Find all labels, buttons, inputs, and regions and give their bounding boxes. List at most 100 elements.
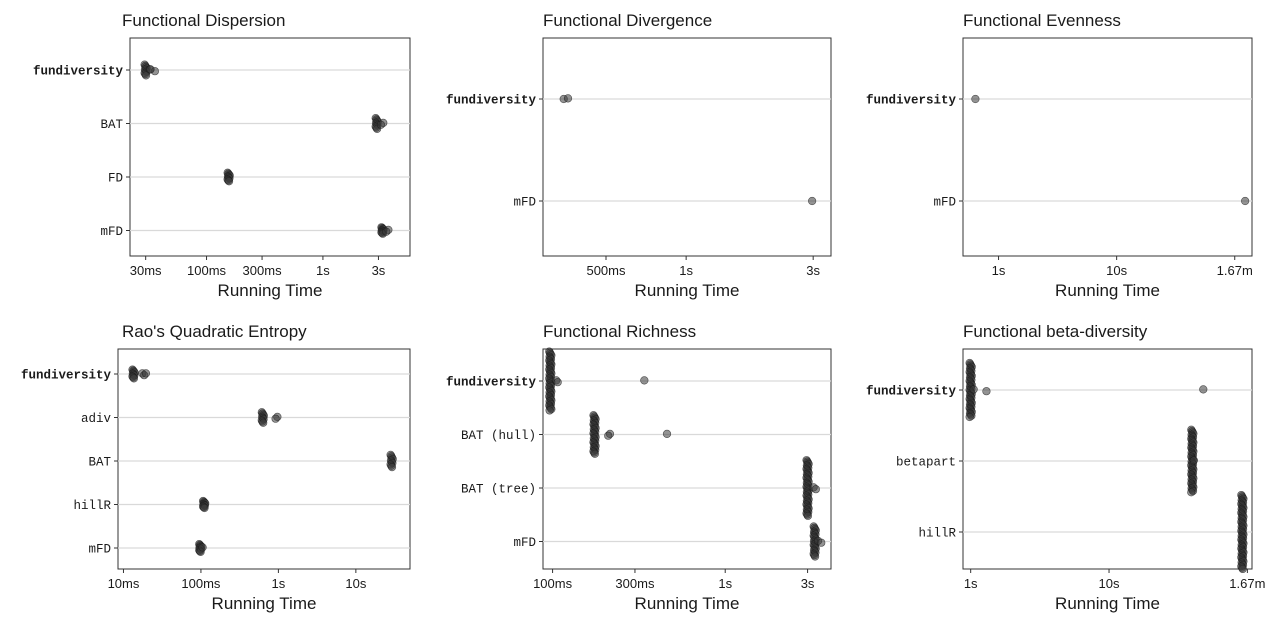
y-tick-label: mFD [933, 196, 956, 210]
data-point [1187, 488, 1196, 497]
data-point [1238, 564, 1247, 574]
y-tick-label: BAT [88, 456, 111, 470]
data-point [817, 538, 826, 547]
x-axis-label: Running Time [212, 594, 317, 613]
y-tick-label: mFD [513, 536, 536, 550]
data-point [198, 543, 207, 552]
plot-area [962, 37, 1253, 257]
x-tick-label: 3s [372, 263, 386, 278]
data-point [662, 429, 672, 439]
x-tick-label: 1s [679, 263, 693, 278]
y-tick-label: mFD [100, 225, 123, 239]
data-point [971, 94, 980, 104]
panel-title: Functional Dispersion [122, 11, 285, 30]
y-tick-label: mFD [88, 543, 111, 557]
data-point [810, 552, 820, 561]
data-point [1241, 196, 1250, 206]
x-tick-label: 100ms [181, 576, 221, 591]
y-tick-label: BAT [100, 118, 123, 132]
panel-title: Functional beta-diversity [963, 322, 1148, 341]
panel-functional-beta-diversity: Functional beta-diversity fundiversity bet… [866, 322, 1265, 613]
y-tick-label: hillR [918, 527, 956, 541]
x-tick-label: 300ms [243, 263, 283, 278]
panel-title: Functional Divergence [543, 11, 712, 30]
data-point [808, 196, 817, 206]
x-axis-label: Running Time [635, 594, 740, 613]
y-tick-label: fundiversity [446, 376, 537, 390]
data-point [224, 177, 234, 186]
panel-functional-evenness: Functional Evenness fundiversity mFD 1s 10s 1… [866, 11, 1253, 300]
data-point [590, 449, 599, 458]
data-point [146, 65, 155, 74]
x-tick-label: 30ms [130, 263, 162, 278]
data-point [259, 418, 268, 427]
x-axis-label: Running Time [1055, 594, 1160, 613]
x-tick-label: 100ms [533, 576, 573, 591]
data-point [1189, 456, 1198, 465]
x-tick-label: 10s [345, 576, 366, 591]
x-tick-label: 1s [316, 263, 330, 278]
y-tick-label: fundiversity [866, 94, 957, 108]
data-point [604, 431, 613, 440]
x-axis-label: Running Time [1055, 281, 1160, 300]
x-tick-label: 1s [718, 576, 732, 591]
data-point [1199, 385, 1208, 394]
data-point [141, 369, 151, 378]
y-tick-label: BAT (tree) [461, 483, 536, 497]
y-tick-label: fundiversity [866, 385, 957, 399]
panel-functional-dispersion: Functional Dispersion fundiversity BAT FD mF… [33, 11, 411, 300]
x-tick-label: 3s [806, 263, 820, 278]
y-tick-label: FD [108, 172, 123, 186]
data-point [376, 120, 386, 129]
data-point [545, 406, 554, 415]
y-tick-label: BAT (hull) [461, 429, 536, 443]
y-tick-label: fundiversity [446, 94, 537, 108]
y-tick-label: betapart [896, 456, 956, 470]
panel-title: Functional Evenness [963, 11, 1121, 30]
x-tick-label: 1.67m [1217, 263, 1253, 278]
data-point [129, 374, 139, 383]
data-point [640, 376, 649, 385]
x-tick-label: 1s [272, 576, 286, 591]
y-tick-label: hillR [73, 499, 111, 513]
data-point [200, 503, 209, 513]
x-tick-label: 10s [1099, 576, 1120, 591]
x-tick-label: 10s [1106, 263, 1127, 278]
x-axis-label: Running Time [218, 281, 323, 300]
panel-functional-divergence: Functional Divergence fundiversity mFD 500m… [446, 11, 832, 300]
x-tick-label: 1.67m [1229, 576, 1265, 591]
data-point [382, 227, 391, 236]
y-tick-label: fundiversity [33, 65, 124, 79]
data-point [563, 94, 573, 103]
y-tick-label: mFD [513, 196, 536, 210]
plot-area [542, 37, 832, 257]
x-tick-label: 1s [992, 263, 1006, 278]
data-point [141, 71, 151, 80]
plot-area [117, 348, 411, 570]
data-point [271, 414, 280, 423]
x-tick-label: 10ms [108, 576, 140, 591]
data-point [553, 378, 562, 387]
plot-area [962, 348, 1253, 570]
x-tick-label: 500ms [586, 263, 626, 278]
data-point [982, 387, 991, 396]
x-tick-label: 300ms [615, 576, 655, 591]
x-axis-label: Running Time [635, 281, 740, 300]
x-tick-label: 3s [801, 576, 815, 591]
x-tick-label: 1s [964, 576, 978, 591]
y-tick-label: adiv [81, 412, 112, 426]
plot-area [129, 37, 411, 257]
panel-rao-s-quadratic-entropy: Rao's Quadratic Entropy fundiversity adiv B… [21, 322, 411, 613]
data-point [811, 485, 820, 494]
y-tick-label: fundiversity [21, 369, 112, 383]
x-tick-label: 100ms [187, 263, 227, 278]
plot-area [542, 348, 832, 570]
data-point [969, 385, 978, 394]
panel-functional-richness: Functional Richness fundiversity BAT (hull… [446, 322, 832, 613]
panel-title: Functional Richness [543, 322, 696, 341]
panel-title: Rao's Quadratic Entropy [122, 322, 307, 341]
data-point [387, 462, 397, 472]
data-point [803, 511, 813, 520]
data-point [965, 412, 974, 422]
